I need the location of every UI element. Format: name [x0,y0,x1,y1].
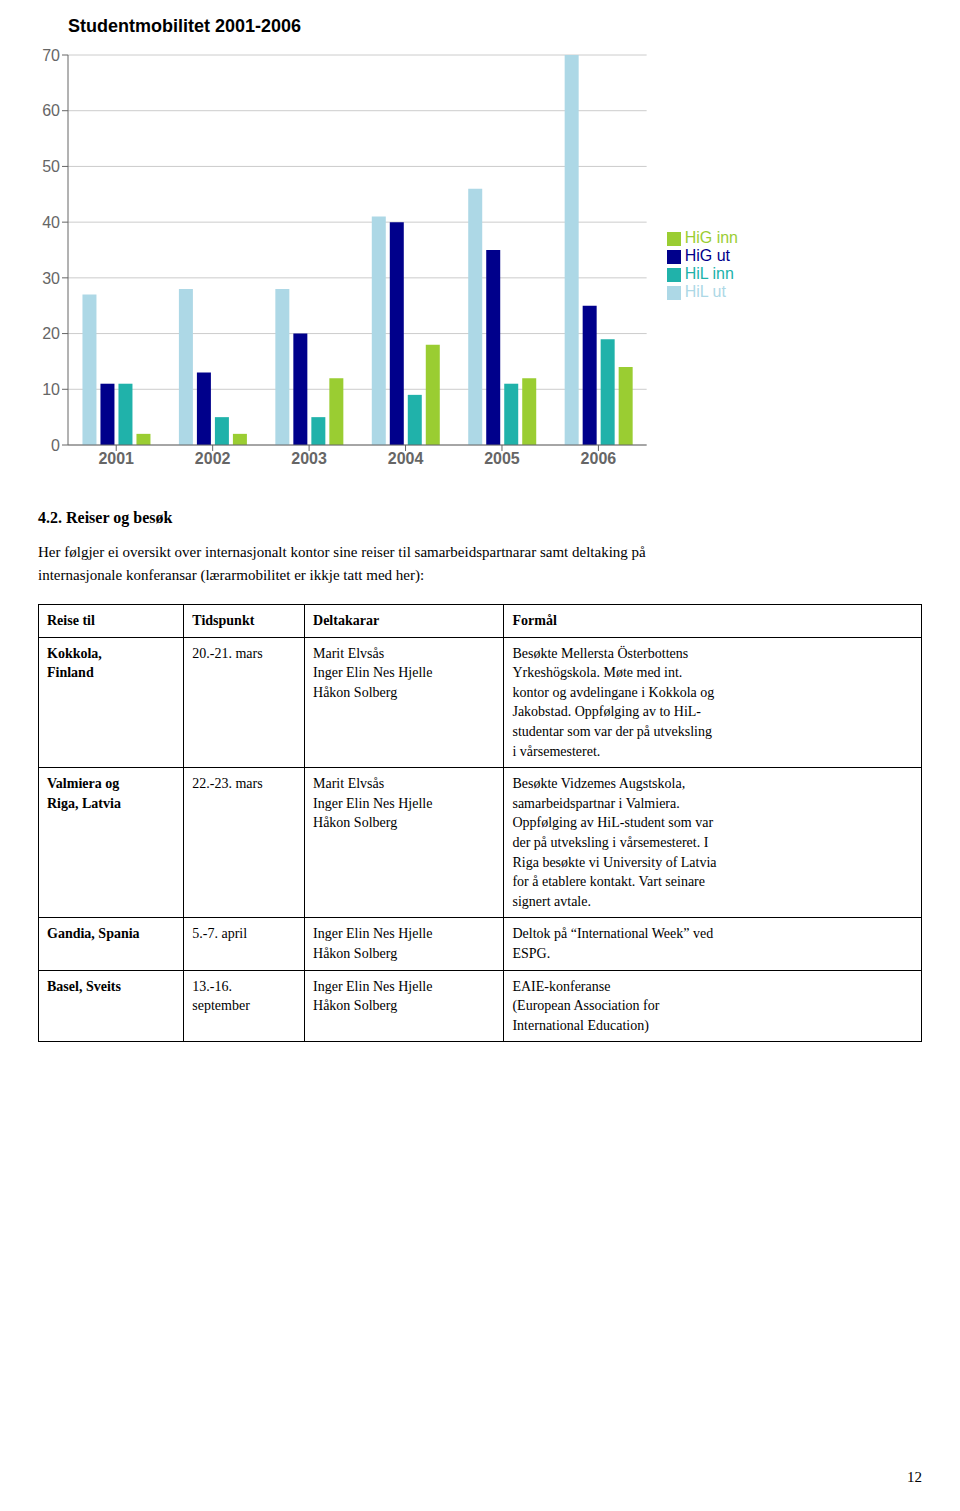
html-text:13.-16. september: 13.-16. september [192,978,250,1014]
html-text:Deltok på “International Week”: Deltok på “International Week” ved ESPG. [512,926,714,961]
svg-text:10: 10 [42,381,60,398]
svg-text:2006: 2006 [581,450,617,467]
svg-text:60: 60 [42,102,60,119]
html-text:Besøkte Vidzemes Augstskola, s: Besøkte Vidzemes Augstskola, samarbeidsp… [512,776,717,909]
html-text:Her følgjer ei oversikt over i: Her følgjer ei oversikt over internasjon… [38,544,646,583]
html-text:HiL inn: HiL inn [684,265,734,282]
html-text:Gandia, Spania: Gandia, Spania [47,926,140,942]
html-text:Besøkte Mellersta Österbottens: Besøkte Mellersta Österbottens Yrkeshögs… [512,645,715,759]
html-text:HiL ut: HiL ut [684,283,726,300]
html-text:12: 12 [907,1469,922,1485]
svg-text:2002: 2002 [195,450,231,467]
html-text:Reise til: Reise til [47,613,95,628]
html-text:Marit Elvsås Inger Elin Nes Hj: Marit Elvsås Inger Elin Nes Hjelle Håkon… [313,645,433,700]
html-text:Kokkola, Finland: Kokkola, Finland [47,645,102,681]
svg-text:20: 20 [42,325,60,342]
html-text:Inger Elin Nes Hjelle Håkon So: Inger Elin Nes Hjelle Håkon Solberg [313,926,433,961]
svg-text:2001: 2001 [98,450,134,467]
svg-text:2005: 2005 [484,450,520,467]
html-text:Valmiera og Riga, Latvia: Valmiera og Riga, Latvia [47,776,121,811]
html-text:Tidspunkt: Tidspunkt [192,613,255,628]
svg-text:0: 0 [51,437,60,454]
html-text:Marit Elvsås Inger Elin Nes Hj: Marit Elvsås Inger Elin Nes Hjelle Håkon… [313,776,433,831]
html-text:5.-7. april: 5.-7. april [192,926,248,942]
svg-text:2003: 2003 [291,450,327,467]
svg-text:40: 40 [42,214,60,231]
html-text:HiG ut: HiG ut [684,247,730,264]
html-text:20.-21. mars: 20.-21. mars [192,645,263,661]
html-text:Studentmobilitet 2001-2006: Studentmobilitet 2001-2006 [68,16,302,36]
html-text:22.-23. mars: 22.-23. mars [192,776,263,792]
svg-text:70: 70 [42,47,60,64]
html-text:Basel, Sveits: Basel, Sveits [47,978,121,994]
html-text:Deltakarar: Deltakarar [313,613,380,628]
svg-text:2004: 2004 [388,450,424,467]
html-text:Formål: Formål [512,613,557,628]
html-text:HiG inn: HiG inn [684,229,738,246]
html-text:Inger Elin Nes Hjelle Håkon So: Inger Elin Nes Hjelle Håkon Solberg [313,978,433,1014]
html-text:EAIE-konferanse (European Asso: EAIE-konferanse (European Association fo… [512,978,660,1033]
html-text:4.2. Reiser og besøk: 4.2. Reiser og besøk [38,509,173,526]
svg-text:50: 50 [42,158,60,175]
svg-text:30: 30 [42,270,60,287]
